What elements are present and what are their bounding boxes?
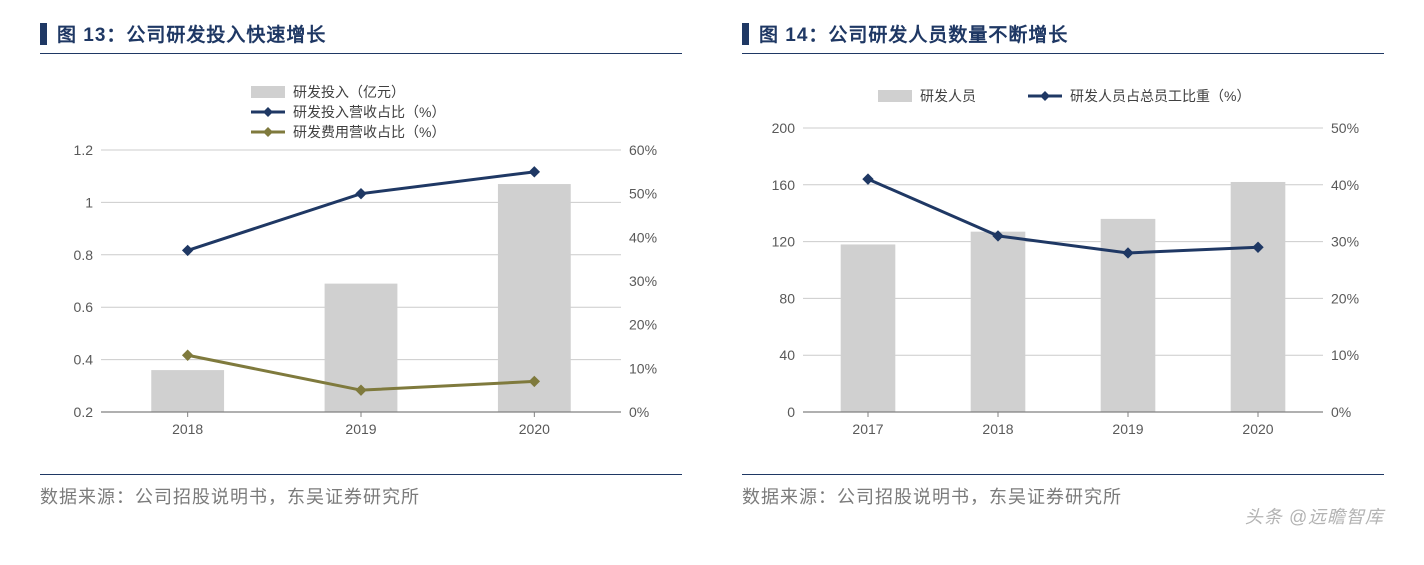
chart-right: 0 40 80 120 160 200 0% 10% 20% 30% 40% 50% 2017 2018 2… <box>742 72 1384 452</box>
svg-text:0.8: 0.8 <box>74 247 94 263</box>
svg-text:1: 1 <box>85 194 93 210</box>
svg-text:0.2: 0.2 <box>74 404 94 420</box>
svg-text:2017: 2017 <box>852 421 883 437</box>
chart-left: 0.2 0.4 0.6 0.8 1 1.2 0% 10% 20% 30% 40% 50% 60% 2018… <box>40 72 682 452</box>
panel-left-source: 数据来源：公司招股说明书，东吴证券研究所 <box>40 483 682 509</box>
svg-text:2020: 2020 <box>1242 421 1273 437</box>
panel-right-title-text: 公司研发人员数量不断增长 <box>828 25 1068 46</box>
panel-right-divider <box>742 474 1384 475</box>
svg-text:60%: 60% <box>629 142 657 158</box>
svg-text:0: 0 <box>787 404 795 420</box>
svg-text:2018: 2018 <box>982 421 1013 437</box>
watermark: 头条 @远瞻智库 <box>1245 503 1384 529</box>
svg-text:2019: 2019 <box>345 421 376 437</box>
panel-right-title-prefix: 图 14： <box>759 25 828 46</box>
panel-left-divider <box>40 474 682 475</box>
svg-text:200: 200 <box>772 120 796 136</box>
svg-text:10%: 10% <box>1331 347 1359 363</box>
svg-text:2020: 2020 <box>519 421 550 437</box>
svg-text:1.2: 1.2 <box>74 142 94 158</box>
panel-left-title-text: 公司研发投入快速增长 <box>126 25 326 46</box>
svg-text:研发费用营收占比（%）: 研发费用营收占比（%） <box>293 124 445 140</box>
svg-text:2018: 2018 <box>172 421 203 437</box>
panel-left-title: 图 13：公司研发投入快速增长 <box>57 20 326 47</box>
svg-text:40%: 40% <box>629 229 657 245</box>
chart-right-svg: 0 40 80 120 160 200 0% 10% 20% 30% 40% 50% 2017 2018 2… <box>742 72 1384 452</box>
svg-text:40: 40 <box>779 347 795 363</box>
svg-text:0.4: 0.4 <box>74 352 94 368</box>
svg-text:研发投入营收占比（%）: 研发投入营收占比（%） <box>293 104 445 120</box>
svg-text:30%: 30% <box>1331 234 1359 250</box>
svg-text:研发人员占总员工比重（%）: 研发人员占总员工比重（%） <box>1070 88 1250 104</box>
panel-right: 图 14：公司研发人员数量不断增长 0 40 80 120 160 200 0% 10% 20%… <box>742 20 1384 565</box>
panel-left-title-prefix: 图 13： <box>57 25 126 46</box>
title-accent-bar <box>40 23 47 45</box>
svg-text:0%: 0% <box>1331 404 1351 420</box>
svg-text:0%: 0% <box>629 404 649 420</box>
svg-text:研发人员: 研发人员 <box>920 88 976 104</box>
svg-text:20%: 20% <box>629 317 657 333</box>
svg-text:40%: 40% <box>1331 177 1359 193</box>
panel-left-title-row: 图 13：公司研发投入快速增长 <box>40 20 682 54</box>
panel-right-title: 图 14：公司研发人员数量不断增长 <box>759 20 1068 47</box>
svg-text:50%: 50% <box>1331 120 1359 136</box>
svg-text:120: 120 <box>772 234 796 250</box>
svg-text:80: 80 <box>779 290 795 306</box>
svg-text:0.6: 0.6 <box>74 299 94 315</box>
page-root: 图 13：公司研发投入快速增长 0.2 0.4 0.6 0.8 1 1.2 0% 10% 20%… <box>0 0 1424 565</box>
title-accent-bar <box>742 23 749 45</box>
chart-left-svg: 0.2 0.4 0.6 0.8 1 1.2 0% 10% 20% 30% 40% 50% 60% 2018… <box>40 72 682 452</box>
panel-left: 图 13：公司研发投入快速增长 0.2 0.4 0.6 0.8 1 1.2 0% 10% 20%… <box>40 20 682 565</box>
svg-text:160: 160 <box>772 177 796 193</box>
svg-text:2019: 2019 <box>1112 421 1143 437</box>
svg-text:20%: 20% <box>1331 290 1359 306</box>
svg-text:研发投入（亿元）: 研发投入（亿元） <box>293 84 405 100</box>
svg-text:30%: 30% <box>629 273 657 289</box>
panel-right-title-row: 图 14：公司研发人员数量不断增长 <box>742 20 1384 54</box>
svg-text:50%: 50% <box>629 186 657 202</box>
svg-text:10%: 10% <box>629 360 657 376</box>
